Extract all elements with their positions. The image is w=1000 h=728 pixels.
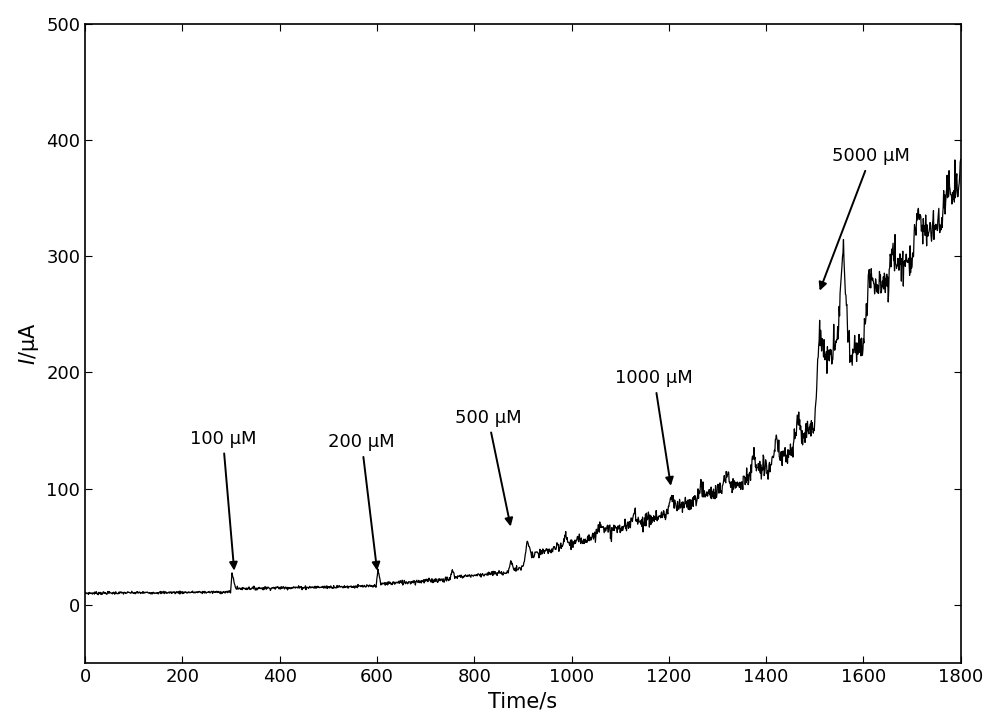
Text: 1000 μM: 1000 μM <box>615 369 693 483</box>
Y-axis label: $I$/μA: $I$/μA <box>17 322 41 365</box>
Text: 100 μM: 100 μM <box>190 430 256 569</box>
Text: 500 μM: 500 μM <box>455 409 521 524</box>
X-axis label: Time/s: Time/s <box>488 692 557 711</box>
Text: 200 μM: 200 μM <box>328 433 395 569</box>
Text: 5000 μM: 5000 μM <box>820 148 910 289</box>
